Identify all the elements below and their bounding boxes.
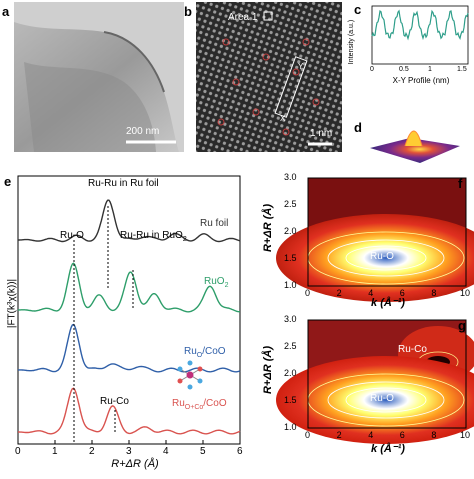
panel-a: a 200 nm (2, 2, 184, 152)
c-xtick-label: 0 (370, 66, 374, 73)
g-ytick-label: 2.5 (284, 341, 297, 351)
c-xlabel: X-Y Profile (nm) (392, 76, 450, 85)
annot-ru-ru-foil: Ru-Ru in Ru foil (88, 178, 159, 189)
panel-g: g R+ΔR (Å) Ru-O Ru-Co 1.0 1.5 2.0 2.5 3.0 0 2… (258, 314, 474, 474)
area-label: Area 1 (228, 12, 258, 23)
panel-b: b Area 1 X Y 1 nm (184, 2, 342, 152)
f-xtick-label: 6 (399, 288, 405, 298)
f-yticks: 1.0 1.5 2.0 2.5 3.0 (282, 172, 306, 292)
f-peak-label: Ru-O (370, 251, 394, 262)
legend-ruo2: RuO2 (204, 276, 229, 289)
panel-c: c Intensity (a.u.) 0 0.5 1 1.5 X-Y Profile … (348, 2, 474, 92)
f-ytick-label: 1.0 (284, 280, 297, 290)
e-xtick-label: 4 (163, 446, 169, 457)
c-xtick-label: 1.5 (457, 66, 467, 73)
f-xlabel: k (Å⁻¹) (371, 297, 405, 309)
annot-ru-co: Ru-Co (100, 396, 129, 407)
e-xtick-label: 0 (15, 446, 21, 457)
g-yticks: 1.0 1.5 2.0 2.5 3.0 (282, 314, 306, 434)
ru-atom-markers (217, 38, 320, 136)
haadf-image (196, 2, 342, 152)
panel-label-d: d (354, 120, 362, 135)
f-ylabel: R+ΔR (Å) (262, 203, 274, 253)
g-xtick-label: 4 (368, 430, 374, 440)
profile-line (371, 9, 469, 41)
y-mark: Y (298, 62, 304, 71)
tem-image (14, 2, 184, 152)
e-xtick-label: 3 (126, 446, 132, 457)
g-ytick-label: 2.0 (284, 368, 297, 378)
e-xlabel: R+ΔR (Å) (111, 458, 159, 470)
panel-label-e: e (4, 174, 12, 189)
x-mark: X (280, 114, 286, 123)
g-ytick-label: 3.0 (284, 314, 297, 324)
series-line (17, 323, 241, 373)
g-xtick-label: 8 (431, 430, 437, 440)
g-peak-label-ru-o: Ru-O (370, 393, 394, 404)
panel-label-f: f (458, 176, 463, 191)
f-xtick-label: 2 (336, 288, 342, 298)
profile-chart (371, 5, 469, 65)
panel-d: d (350, 108, 474, 168)
surface-plot (370, 130, 460, 163)
panel-e: e |FT(k³χ(k))| 0 1 2 3 4 5 6 R+ΔR (Å) Ru-Ru in… (0, 170, 250, 474)
legend-ruoco-coo: RuO+Co/CoO (172, 398, 227, 411)
c-xticks: 0 0.5 1 1.5 (350, 66, 474, 76)
series-line (18, 199, 241, 243)
c-xtick-label: 1 (428, 66, 432, 73)
exafs-chart (17, 175, 241, 445)
c-ylabel: Intensity (a.u.) (348, 19, 355, 65)
area-1-box (263, 11, 273, 21)
g-xtick-label: 2 (336, 430, 342, 440)
annot-ru-o: Ru-O (60, 230, 84, 241)
e-xticks: 0 1 2 3 4 5 6 (0, 446, 250, 458)
g-xtick-label: 6 (399, 430, 405, 440)
f-xtick-label: 8 (431, 288, 437, 298)
f-xtick-label: 10 (460, 288, 471, 298)
g-xlabel: k (Å⁻¹) (371, 443, 405, 455)
f-ytick-label: 2.0 (284, 226, 297, 236)
g-ytick-label: 1.0 (284, 422, 297, 432)
f-ytick-label: 2.5 (284, 199, 297, 209)
g-peak-label-ru-co: Ru-Co (398, 344, 427, 355)
f-xtick-label: 4 (368, 288, 374, 298)
legend-ru-foil: Ru foil (200, 218, 229, 229)
panel-label-c: c (354, 2, 362, 17)
g-ylabel: R+ΔR (Å) (262, 345, 274, 395)
panel-label-b: b (184, 4, 192, 19)
c-xtick-label: 0.5 (399, 66, 409, 73)
legend-ruo-coo: RuO/CoO (184, 346, 226, 359)
structure-model-icon (177, 360, 203, 390)
annot-ru-ru-ruo2: Ru-Ru in RuO2 (120, 230, 187, 243)
e-ylabel: |FT(k³χ(k))| (6, 278, 18, 329)
f-ytick-label: 3.0 (284, 172, 297, 182)
wavelet-map-g (276, 319, 474, 444)
xy-profile-box (274, 56, 308, 118)
g-xtick-label: 10 (460, 430, 471, 440)
g-xticks: 0 2 4 6 8 10 (258, 430, 474, 442)
panel-label-g: g (458, 318, 466, 333)
e-xtick-label: 2 (89, 446, 95, 457)
series-line (18, 387, 241, 435)
series-line (17, 262, 241, 313)
scale-bar-label: 1 nm (310, 128, 333, 139)
g-xtick-label: 0 (305, 430, 311, 440)
f-xtick-label: 0 (305, 288, 311, 298)
e-xtick-label: 6 (237, 446, 243, 457)
g-ytick-label: 1.5 (284, 395, 297, 405)
scale-bar-label: 200 nm (126, 126, 160, 137)
wavelet-map-f (276, 177, 474, 302)
f-ytick-label: 1.5 (284, 253, 297, 263)
panel-label-a: a (2, 4, 10, 19)
f-xticks: 0 2 4 6 8 10 (258, 288, 474, 300)
e-xtick-label: 1 (52, 446, 58, 457)
e-xtick-label: 5 (200, 446, 206, 457)
panel-f: f R+ΔR (Å) Ru-O 1.0 1.5 2.0 2.5 3.0 0 2 4 6 8 10 … (258, 172, 474, 309)
